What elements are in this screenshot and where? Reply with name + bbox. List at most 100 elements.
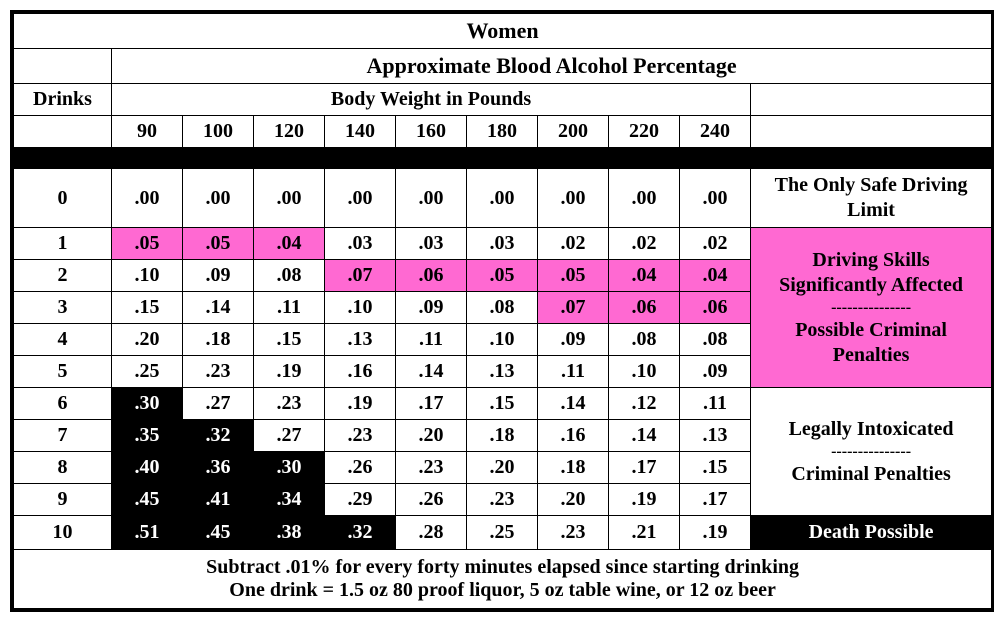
bac-cell: .10 [609, 356, 680, 388]
drinks-cell: 1 [14, 228, 112, 260]
bac-cell: .29 [325, 484, 396, 516]
bac-cell: .02 [538, 228, 609, 260]
bac-cell: .23 [183, 356, 254, 388]
bac-cell: .18 [467, 420, 538, 452]
desc-death: Death Possible [751, 516, 992, 550]
bac-cell: .36 [183, 452, 254, 484]
bac-cell: .05 [183, 228, 254, 260]
table-title: Women [14, 14, 992, 49]
drinks-cell: 9 [14, 484, 112, 516]
bac-cell: .38 [254, 516, 325, 550]
desc-safe: The Only Safe DrivingLimit [751, 169, 992, 228]
weight-header: Body Weight in Pounds [112, 84, 751, 116]
bac-cell: .25 [112, 356, 183, 388]
bac-cell: .35 [112, 420, 183, 452]
bac-cell: .08 [467, 292, 538, 324]
bac-cell: .13 [680, 420, 751, 452]
bac-cell: .17 [609, 452, 680, 484]
bac-cell: .30 [254, 452, 325, 484]
bac-cell: .15 [254, 324, 325, 356]
bac-cell: .09 [680, 356, 751, 388]
weight-col: 160 [396, 116, 467, 148]
bac-cell: .11 [254, 292, 325, 324]
bac-cell: .21 [609, 516, 680, 550]
bac-cell: .18 [538, 452, 609, 484]
bac-cell: .13 [325, 324, 396, 356]
bac-cell: .07 [538, 292, 609, 324]
bac-cell: .14 [609, 420, 680, 452]
weight-row: 90 100 120 140 160 180 200 220 240 [14, 116, 992, 148]
drinks-header: Drinks [14, 84, 112, 116]
divider-band [14, 148, 992, 169]
bac-cell: .16 [538, 420, 609, 452]
blank-corner [14, 49, 112, 84]
bac-cell: .23 [396, 452, 467, 484]
weight-col: 100 [183, 116, 254, 148]
bac-cell: .09 [183, 260, 254, 292]
drinks-cell: 8 [14, 452, 112, 484]
table-row: 6.30.27.23.19.17.15.14.12.11Legally Into… [14, 388, 992, 420]
drinks-cell: 4 [14, 324, 112, 356]
bac-cell: .10 [112, 260, 183, 292]
bac-cell: .45 [183, 516, 254, 550]
blank-header [751, 84, 992, 116]
bac-cell: .06 [609, 292, 680, 324]
bac-cell: .04 [254, 228, 325, 260]
bac-cell: .00 [325, 169, 396, 228]
bac-cell: .20 [538, 484, 609, 516]
bac-cell: .26 [325, 452, 396, 484]
bac-cell: .00 [254, 169, 325, 228]
bac-cell: .41 [183, 484, 254, 516]
bac-cell: .19 [609, 484, 680, 516]
bac-cell: .06 [396, 260, 467, 292]
bac-cell: .17 [680, 484, 751, 516]
weight-col: 140 [325, 116, 396, 148]
drinks-cell: 6 [14, 388, 112, 420]
bac-cell: .00 [609, 169, 680, 228]
drinks-cell: 0 [14, 169, 112, 228]
bac-cell: .13 [467, 356, 538, 388]
bac-cell: .00 [396, 169, 467, 228]
desc-legal: Legally Intoxicated---------------Crimin… [751, 388, 992, 516]
drinks-cell: 7 [14, 420, 112, 452]
bac-cell: .00 [467, 169, 538, 228]
bac-cell: .05 [112, 228, 183, 260]
bac-cell: .45 [112, 484, 183, 516]
bac-cell: .08 [680, 324, 751, 356]
bac-cell: .12 [609, 388, 680, 420]
footer-note: Subtract .01% for every forty minutes el… [14, 550, 992, 609]
bac-cell: .20 [396, 420, 467, 452]
bac-cell: .27 [254, 420, 325, 452]
bac-cell: .14 [396, 356, 467, 388]
bac-cell: .07 [325, 260, 396, 292]
bac-cell: .27 [183, 388, 254, 420]
bac-cell: .20 [112, 324, 183, 356]
bac-cell: .32 [183, 420, 254, 452]
bac-cell: .23 [254, 388, 325, 420]
bac-cell: .08 [609, 324, 680, 356]
bac-cell: .04 [609, 260, 680, 292]
bac-cell: .09 [396, 292, 467, 324]
weight-col: 180 [467, 116, 538, 148]
bac-cell: .28 [396, 516, 467, 550]
bac-cell: .51 [112, 516, 183, 550]
weight-col: 200 [538, 116, 609, 148]
bac-cell: .04 [680, 260, 751, 292]
weight-col: 90 [112, 116, 183, 148]
bac-cell: .06 [680, 292, 751, 324]
table-subtitle: Approximate Blood Alcohol Percentage [112, 49, 992, 84]
bac-cell: .15 [112, 292, 183, 324]
weight-col: 240 [680, 116, 751, 148]
bac-cell: .17 [396, 388, 467, 420]
bac-cell: .14 [183, 292, 254, 324]
weight-col: 220 [609, 116, 680, 148]
bac-cell: .02 [609, 228, 680, 260]
bac-cell: .19 [254, 356, 325, 388]
bac-cell: .16 [325, 356, 396, 388]
weight-col: 120 [254, 116, 325, 148]
bac-cell: .23 [538, 516, 609, 550]
bac-cell: .30 [112, 388, 183, 420]
bac-cell: .00 [680, 169, 751, 228]
bac-cell: .00 [538, 169, 609, 228]
bac-cell: .40 [112, 452, 183, 484]
